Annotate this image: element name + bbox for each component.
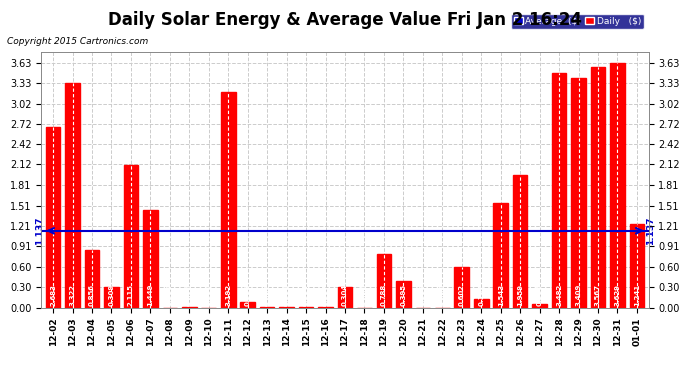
Text: 1.241: 1.241 [634, 284, 640, 306]
Text: 0.004: 0.004 [303, 284, 309, 306]
Text: 0.000: 0.000 [206, 284, 212, 306]
Bar [143, 210, 158, 308]
Text: 0.000: 0.000 [362, 284, 368, 306]
Bar [318, 307, 333, 308]
Legend: Average  ($), Daily   ($): Average ($), Daily ($) [511, 13, 644, 29]
Bar [396, 281, 411, 308]
Text: 0.000: 0.000 [440, 284, 445, 306]
Text: 0.002: 0.002 [264, 284, 270, 306]
Text: 1.137: 1.137 [35, 216, 44, 245]
Text: 3.192: 3.192 [225, 284, 231, 306]
Text: Daily Solar Energy & Average Value Fri Jan 2 16:24: Daily Solar Energy & Average Value Fri J… [108, 11, 582, 29]
Text: 0.309: 0.309 [108, 284, 115, 306]
Text: 1.449: 1.449 [148, 284, 153, 306]
Bar [221, 92, 235, 308]
Bar [85, 250, 99, 308]
Text: 0.132: 0.132 [478, 284, 484, 306]
Bar [124, 165, 138, 308]
Text: 0.000: 0.000 [167, 284, 173, 306]
Text: 0.856: 0.856 [89, 284, 95, 306]
Text: 3.629: 3.629 [615, 284, 620, 306]
Text: 2.115: 2.115 [128, 284, 134, 306]
Bar [337, 287, 353, 308]
Text: 0.000: 0.000 [420, 284, 426, 306]
Text: 0.395: 0.395 [400, 284, 406, 306]
Text: 1.959: 1.959 [517, 284, 523, 306]
Text: 0.007: 0.007 [322, 284, 328, 306]
Bar [571, 78, 586, 308]
Bar [104, 286, 119, 308]
Bar [591, 67, 605, 308]
Bar [66, 83, 80, 308]
Bar [46, 126, 61, 308]
Bar [532, 304, 547, 307]
Bar [377, 254, 391, 308]
Text: 0.001: 0.001 [284, 284, 290, 306]
Text: 0.602: 0.602 [459, 284, 465, 306]
Text: 3.567: 3.567 [595, 284, 601, 306]
Bar [493, 203, 508, 308]
Text: 3.409: 3.409 [575, 284, 582, 306]
Text: 3.482: 3.482 [556, 284, 562, 306]
Text: 0.304: 0.304 [342, 284, 348, 306]
Text: 0.010: 0.010 [186, 284, 193, 306]
Text: 0.788: 0.788 [381, 284, 387, 306]
Text: 3.322: 3.322 [70, 284, 75, 306]
Bar [513, 176, 527, 308]
Bar [552, 73, 566, 308]
Text: Copyright 2015 Cartronics.com: Copyright 2015 Cartronics.com [7, 38, 148, 46]
Bar [455, 267, 469, 308]
Text: 2.683: 2.683 [50, 284, 56, 306]
Bar [182, 307, 197, 308]
Text: 0.046: 0.046 [537, 284, 542, 306]
Bar [240, 302, 255, 307]
Text: 0.081: 0.081 [245, 284, 250, 306]
Bar [610, 63, 624, 308]
Text: 1.543: 1.543 [497, 284, 504, 306]
Text: 1.137: 1.137 [646, 216, 655, 245]
Bar [474, 298, 489, 307]
Bar [629, 224, 644, 308]
